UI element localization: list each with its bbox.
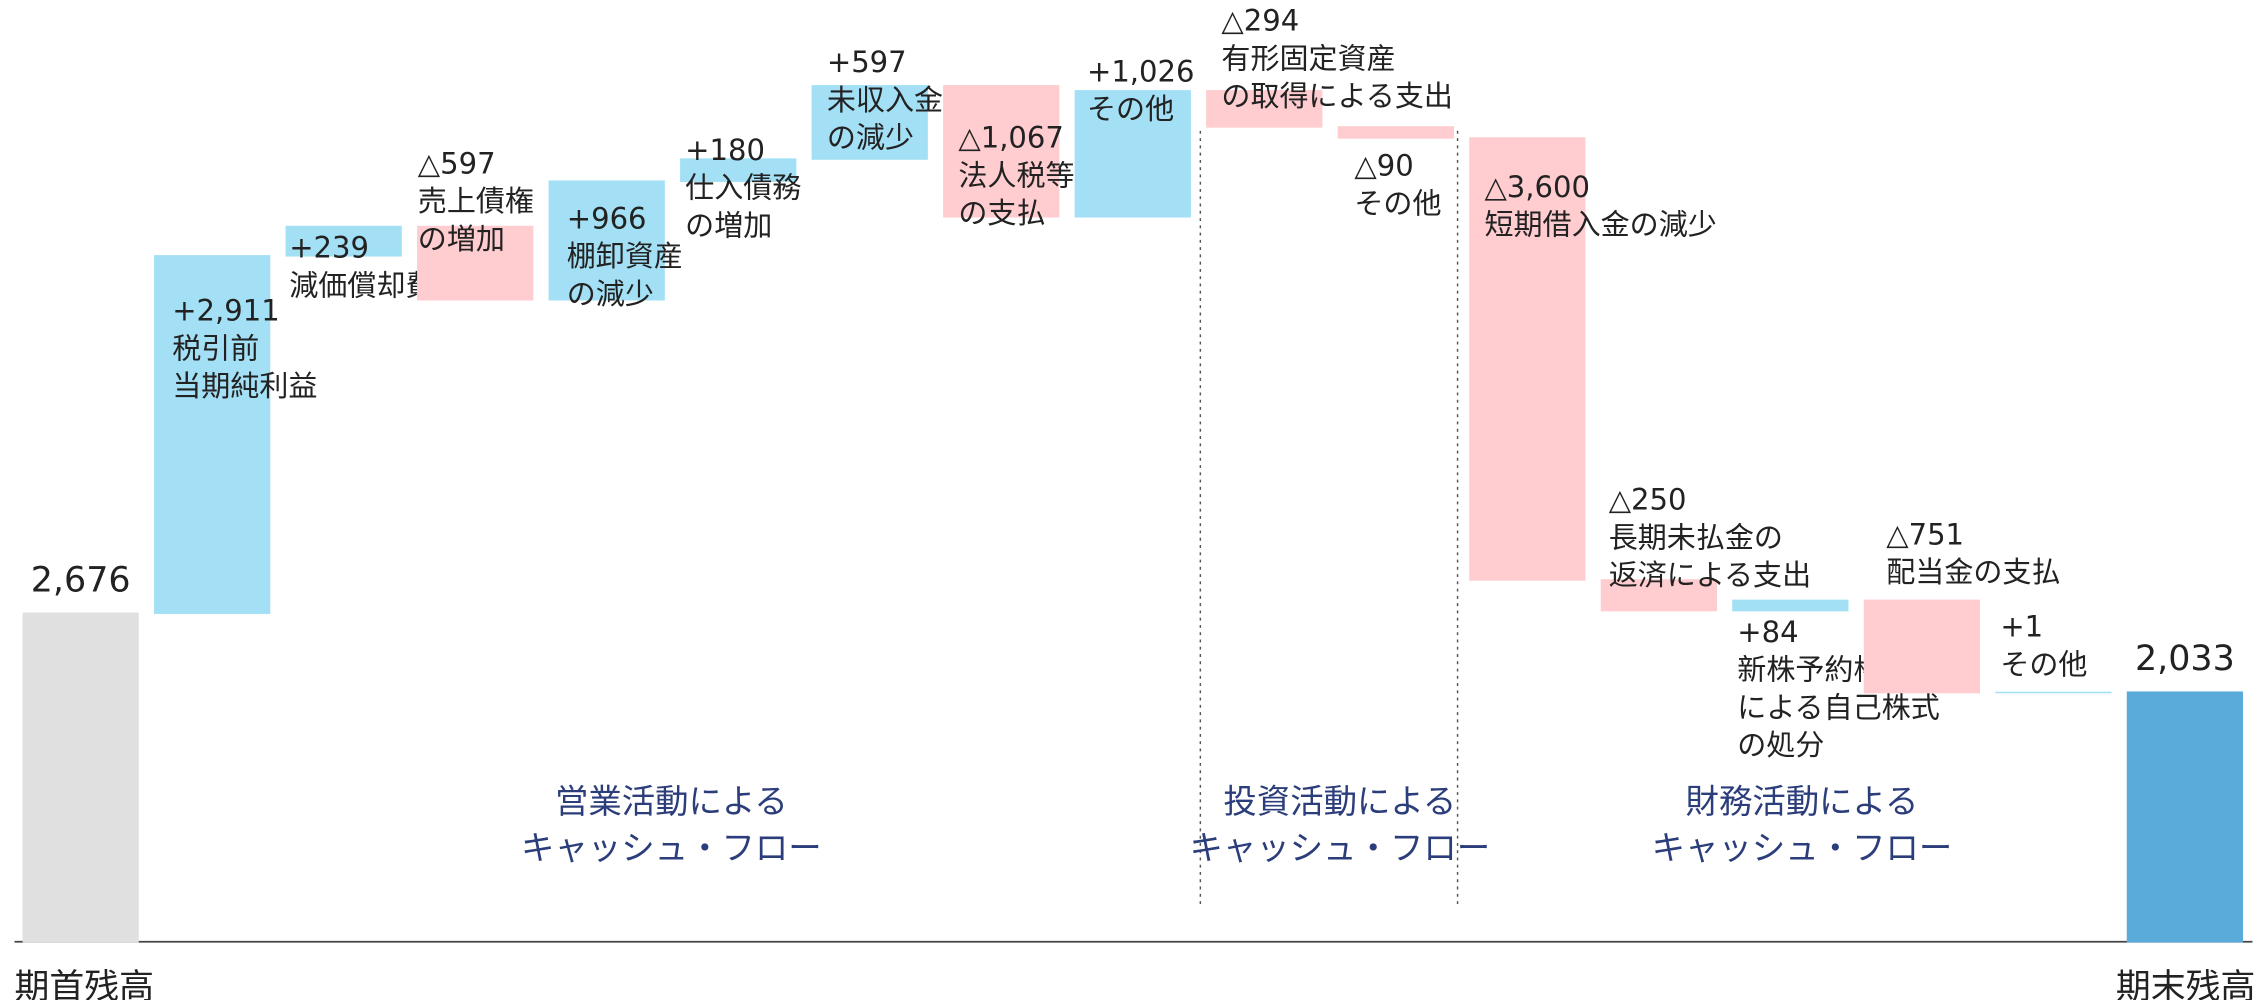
- value-label: △250: [1609, 482, 1687, 516]
- category-label: 当期純利益: [172, 369, 317, 403]
- bar: [22, 612, 139, 943]
- category-label: 返済による支出: [1609, 558, 1811, 592]
- category-label: 短期借入金の減少: [1484, 208, 1716, 242]
- bar: [1469, 137, 1586, 581]
- bar: [1732, 599, 1849, 612]
- section-label: キャッシュ・フロー: [1190, 829, 1491, 868]
- category-label: の増加: [418, 222, 505, 256]
- value-label: △294: [1221, 4, 1299, 38]
- value-label: △597: [418, 146, 496, 180]
- value-label: +1,026: [1087, 54, 1195, 88]
- category-label: による自己株式: [1737, 690, 1939, 724]
- section-label: キャッシュ・フロー: [521, 829, 822, 868]
- bar: [1337, 126, 1454, 139]
- value-label: +84: [1737, 615, 1798, 649]
- bar: [1206, 90, 1323, 128]
- category-label: 長期未払金の: [1609, 520, 1783, 554]
- category-label: 配当金の支払: [1886, 555, 2060, 589]
- value-label: +180: [685, 133, 765, 167]
- category-label: 期首残高: [15, 967, 154, 1000]
- bar: [2126, 691, 2244, 943]
- value-label: △751: [1886, 517, 1964, 551]
- category-label: その他: [1087, 92, 1174, 126]
- bar: [680, 158, 797, 182]
- category-label: の支払: [958, 196, 1045, 230]
- value-label: +2,911: [172, 294, 280, 328]
- section-label: キャッシュ・フロー: [1652, 829, 1953, 868]
- category-label: の増加: [685, 208, 772, 242]
- category-label: 棚卸資産: [567, 239, 683, 273]
- value-label: +239: [289, 231, 369, 265]
- category-label: の減少: [827, 121, 914, 155]
- category-label: 法人税等: [958, 158, 1074, 192]
- category-label: 有形固定資産: [1221, 41, 1395, 75]
- value-label: 2,033: [2135, 639, 2235, 679]
- value-label: △3,600: [1484, 170, 1589, 204]
- bar: [811, 85, 928, 160]
- value-label: +597: [827, 45, 907, 79]
- value-label: △90: [1354, 149, 1413, 183]
- category-label: 仕入債務: [685, 171, 801, 205]
- category-label: の処分: [1737, 728, 1824, 762]
- value-label: +1: [2000, 609, 2043, 643]
- section-label: 投資活動による: [1223, 782, 1456, 821]
- bar: [1074, 90, 1191, 218]
- section-label: 財務活動による: [1686, 782, 1919, 821]
- category-label: 減価償却費: [289, 269, 434, 303]
- category-label: の取得による支出: [1221, 79, 1453, 113]
- bar: [943, 85, 1060, 218]
- value-label: 2,676: [31, 560, 131, 600]
- category-label: その他: [1354, 186, 1441, 220]
- section-label: 営業活動による: [555, 782, 788, 821]
- value-label: +966: [567, 201, 647, 235]
- bar: [548, 180, 665, 301]
- category-label: の減少: [567, 277, 654, 311]
- value-label: △1,067: [958, 121, 1064, 155]
- bar: [154, 255, 271, 614]
- category-label: 税引前: [172, 331, 259, 365]
- category-label: その他: [2000, 647, 2087, 681]
- bar: [417, 225, 534, 301]
- category-label: 売上債権: [418, 184, 534, 218]
- category-label: 期末残高: [2116, 967, 2255, 1000]
- category-label: 未収入金: [827, 83, 943, 117]
- bar: [1600, 579, 1717, 612]
- bar: [1863, 599, 1980, 694]
- bar: [285, 225, 402, 257]
